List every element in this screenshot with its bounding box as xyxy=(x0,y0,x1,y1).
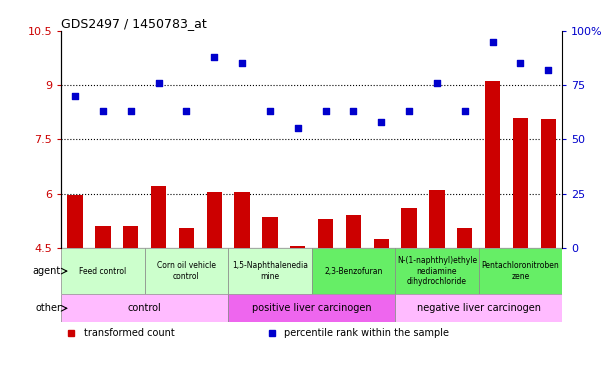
Bar xyxy=(318,219,333,248)
Text: negative liver carcinogen: negative liver carcinogen xyxy=(417,303,541,313)
Point xyxy=(543,67,553,73)
Point xyxy=(181,108,191,114)
Text: GDS2497 / 1450783_at: GDS2497 / 1450783_at xyxy=(61,17,207,30)
Bar xyxy=(235,192,250,248)
Bar xyxy=(145,248,228,295)
Bar xyxy=(485,81,500,248)
Bar xyxy=(67,195,82,248)
Bar xyxy=(262,217,277,248)
Bar xyxy=(541,119,556,248)
Point xyxy=(516,60,525,66)
Text: Corn oil vehicle
control: Corn oil vehicle control xyxy=(157,262,216,281)
Point xyxy=(348,108,358,114)
Bar xyxy=(513,118,528,248)
Point xyxy=(265,108,275,114)
Bar xyxy=(61,248,145,295)
Text: N-(1-naphthyl)ethyle
nediamine
dihydrochloride: N-(1-naphthyl)ethyle nediamine dihydroch… xyxy=(397,256,477,286)
Text: Feed control: Feed control xyxy=(79,266,126,276)
Bar xyxy=(178,228,194,248)
Point xyxy=(460,108,470,114)
Point xyxy=(210,54,219,60)
Text: percentile rank within the sample: percentile rank within the sample xyxy=(284,328,449,338)
Text: agent: agent xyxy=(33,266,61,276)
Bar xyxy=(401,208,417,248)
Bar xyxy=(457,228,472,248)
Point xyxy=(293,125,302,131)
Bar xyxy=(123,226,138,248)
Point xyxy=(488,38,497,45)
Point xyxy=(153,80,163,86)
Bar xyxy=(395,248,478,295)
Bar xyxy=(151,186,166,248)
Bar xyxy=(290,246,306,248)
Bar xyxy=(312,248,395,295)
Point xyxy=(98,108,108,114)
Bar xyxy=(395,295,562,322)
Text: control: control xyxy=(128,303,161,313)
Text: Pentachloronitroben
zene: Pentachloronitroben zene xyxy=(481,262,559,281)
Point xyxy=(126,108,136,114)
Text: transformed count: transformed count xyxy=(84,328,174,338)
Point xyxy=(321,108,331,114)
Bar xyxy=(228,248,312,295)
Bar xyxy=(429,190,445,248)
Text: positive liver carcinogen: positive liver carcinogen xyxy=(252,303,371,313)
Bar xyxy=(478,248,562,295)
Bar xyxy=(228,295,395,322)
Point xyxy=(237,60,247,66)
Bar xyxy=(373,239,389,248)
Text: 2,3-Benzofuran: 2,3-Benzofuran xyxy=(324,266,382,276)
Point xyxy=(432,80,442,86)
Bar xyxy=(207,192,222,248)
Point xyxy=(404,108,414,114)
Point xyxy=(376,119,386,125)
Bar xyxy=(95,226,111,248)
Point xyxy=(70,93,80,99)
Bar xyxy=(346,215,361,248)
Bar xyxy=(61,295,228,322)
Text: other: other xyxy=(35,303,61,313)
Text: 1,5-Naphthalenedia
mine: 1,5-Naphthalenedia mine xyxy=(232,262,308,281)
